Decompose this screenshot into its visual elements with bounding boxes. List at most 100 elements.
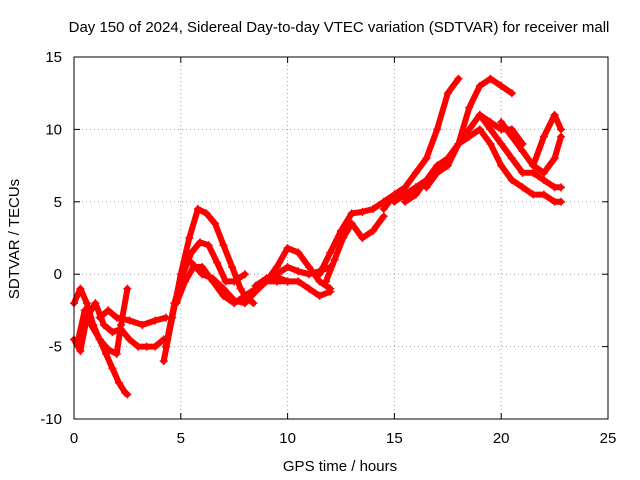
data-point <box>134 342 143 351</box>
data-point <box>411 168 420 177</box>
data-point <box>210 219 219 228</box>
data-point <box>240 299 249 308</box>
series-trace <box>162 239 248 350</box>
data-point <box>202 209 211 218</box>
data-point <box>486 125 495 134</box>
y-tick-label: 0 <box>54 266 62 283</box>
data-point <box>114 378 123 387</box>
data-point <box>181 277 190 286</box>
data-point <box>539 176 548 185</box>
data-point <box>198 270 207 279</box>
series-track-13 <box>322 212 388 286</box>
data-point <box>95 313 104 322</box>
data-point <box>304 262 313 271</box>
data-point <box>529 161 538 170</box>
data-point <box>401 197 410 206</box>
data-point <box>379 212 388 221</box>
data-point <box>230 277 239 286</box>
data-point <box>138 320 147 329</box>
y-tick-label: -5 <box>49 339 62 356</box>
data-point <box>475 81 484 90</box>
data-point <box>465 132 474 141</box>
data-point <box>369 205 378 214</box>
series-trace <box>530 111 564 169</box>
data-point <box>172 299 181 308</box>
series-track-4 <box>95 306 170 329</box>
data-point <box>142 342 151 351</box>
x-tick-label: 5 <box>177 430 185 447</box>
data-point <box>326 287 335 296</box>
data-point <box>422 154 431 163</box>
series-trace <box>380 75 462 212</box>
series-track-18 <box>475 110 566 192</box>
data-point <box>151 316 160 325</box>
data-point <box>454 74 463 83</box>
data-point <box>82 299 91 308</box>
data-point <box>123 390 132 399</box>
data-point <box>379 205 388 214</box>
data-point <box>369 226 378 235</box>
tick-labels: 0 5 10 15 20 25 -10 -5 0 5 10 15 <box>40 49 616 447</box>
data-point <box>251 281 260 290</box>
plot-frame <box>73 56 609 420</box>
x-axis-label: GPS time / hours <box>283 458 397 475</box>
series-trace <box>75 285 131 357</box>
data-point <box>339 234 348 242</box>
data-point <box>219 241 228 250</box>
data-point <box>262 277 271 286</box>
data-point <box>507 132 516 141</box>
data-point <box>557 197 566 206</box>
data-point <box>104 345 113 354</box>
data-point <box>112 349 121 358</box>
data-point <box>228 262 237 271</box>
data-point <box>95 335 104 344</box>
data-point <box>315 291 324 300</box>
data-point <box>433 125 442 134</box>
grid-lines <box>74 57 608 419</box>
x-tick-label: 10 <box>279 430 296 447</box>
data-point <box>433 168 442 177</box>
data-point <box>422 183 431 192</box>
x-tick-label: 25 <box>600 430 617 447</box>
data-point <box>304 284 313 293</box>
data-point <box>99 320 108 329</box>
y-tick-label: 5 <box>54 194 62 211</box>
series-track-17 <box>422 125 566 206</box>
x-tick-label: 15 <box>386 430 403 447</box>
data-point <box>294 248 303 257</box>
data-point <box>76 284 85 293</box>
data-point <box>221 277 230 286</box>
data-point <box>497 118 506 127</box>
data-point <box>283 277 292 286</box>
data-point <box>497 161 506 170</box>
data-point <box>347 219 356 228</box>
data-point <box>465 125 474 134</box>
data-point <box>80 306 89 315</box>
data-point <box>91 299 100 308</box>
data-point <box>178 270 187 279</box>
data-point <box>358 234 367 242</box>
data-point <box>497 81 506 90</box>
data-point <box>529 190 538 199</box>
data-point <box>294 277 303 286</box>
data-point <box>315 270 324 279</box>
data-point <box>486 74 495 83</box>
data-point <box>87 320 96 329</box>
data-point <box>529 168 538 177</box>
data-point <box>507 176 516 185</box>
data-point <box>249 299 258 308</box>
data-point <box>390 190 399 199</box>
data-point <box>219 284 228 293</box>
data-point <box>272 270 281 279</box>
data-point <box>196 238 205 247</box>
data-point <box>486 139 495 148</box>
data-point <box>518 147 527 156</box>
x-tick-label: 20 <box>493 430 510 447</box>
data-point <box>108 328 117 337</box>
x-tick-label: 0 <box>70 430 78 447</box>
data-point <box>151 342 160 351</box>
data-point <box>125 316 134 325</box>
data-point <box>443 89 452 98</box>
data-point <box>557 132 566 141</box>
